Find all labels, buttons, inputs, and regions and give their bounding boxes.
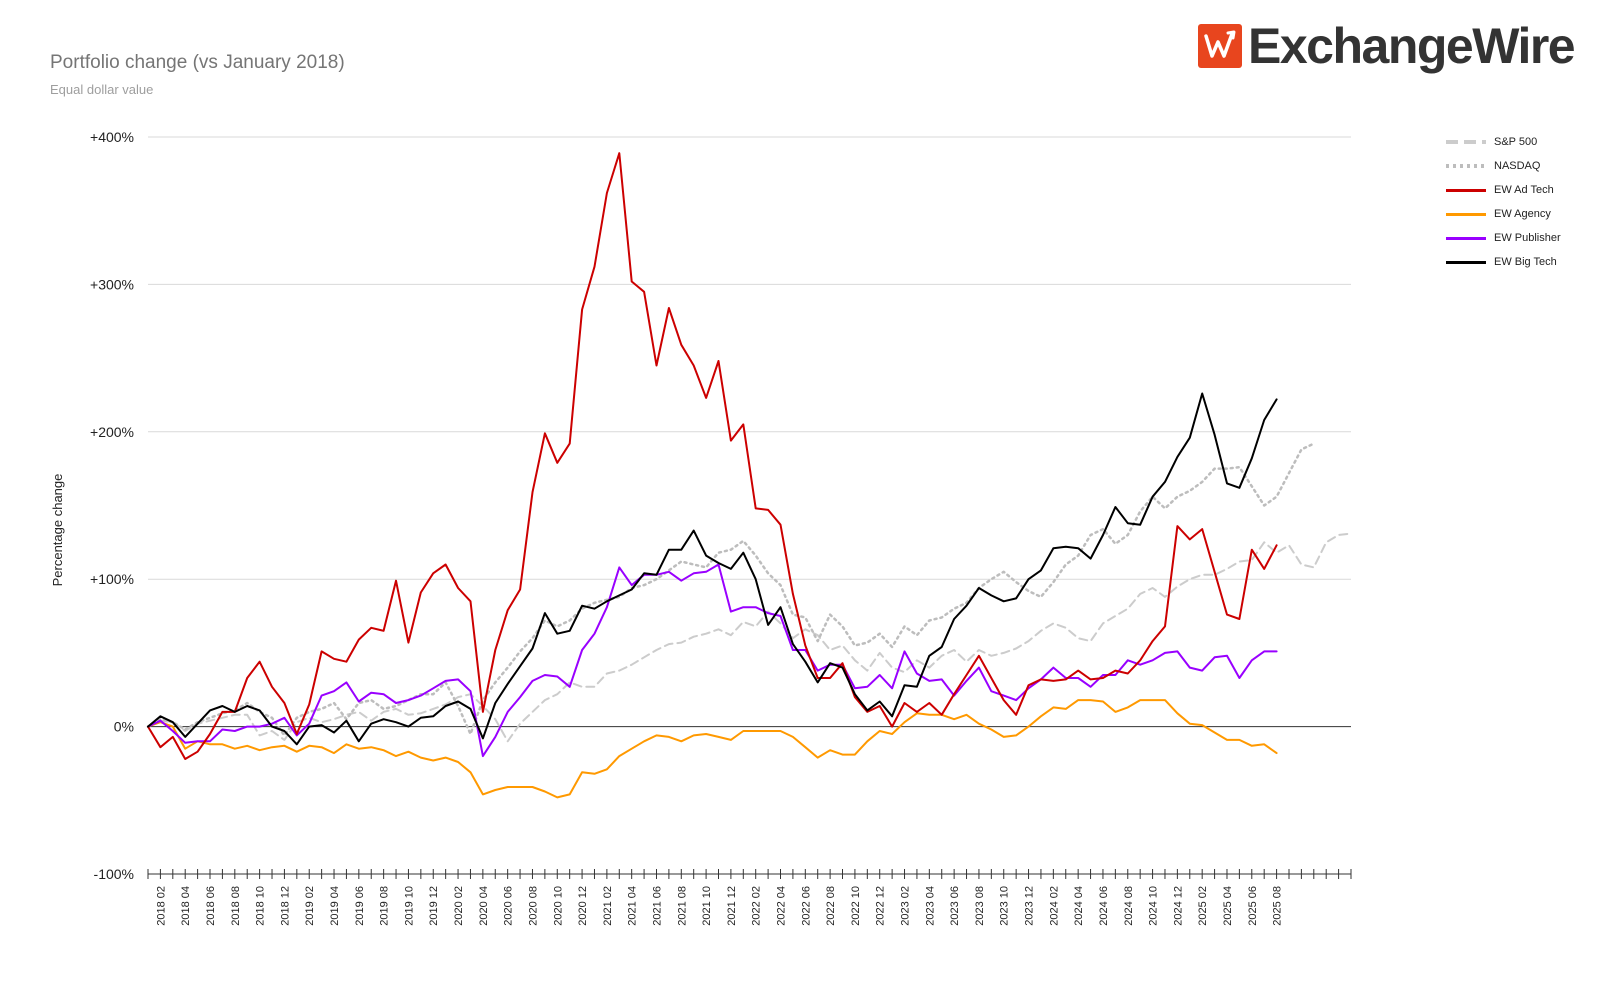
x-tick-label: 2022 06	[800, 886, 812, 926]
legend-swatch	[1446, 140, 1486, 144]
y-tick-label: +300%	[90, 276, 134, 292]
x-tick-label: 2019 06	[354, 886, 366, 926]
legend-item-nasdaq: NASDAQ	[1446, 154, 1561, 178]
x-tick-label: 2021 10	[701, 886, 713, 926]
series-line-ew-agency	[147, 699, 1278, 799]
y-tick-label: +100%	[90, 571, 134, 587]
x-tick-label: 2022 02	[751, 886, 763, 926]
x-tick-label: 2020 06	[503, 886, 515, 926]
x-tick-label: 2020 08	[527, 886, 539, 926]
x-tick-label: 2023 10	[999, 886, 1011, 926]
x-tick-label: 2025 04	[1222, 886, 1234, 926]
x-tick-label: 2018 12	[279, 886, 291, 926]
x-tick-label: 2023 04	[924, 886, 936, 926]
legend-swatch	[1446, 236, 1486, 240]
series-line-nasdaq	[146, 442, 1316, 737]
logo-w-icon	[1198, 24, 1242, 68]
y-tick-label: +200%	[90, 424, 134, 440]
legend-label: EW Ad Tech	[1494, 184, 1554, 196]
series-line-ew-ad-tech	[147, 152, 1278, 760]
x-tick-label: 2023 02	[900, 886, 912, 926]
y-axis-title: Percentage change	[50, 474, 65, 587]
chart-legend: S&P 500 NASDAQ EW Ad Tech EW Agency EW Publi…	[1446, 130, 1561, 274]
x-tick-label: 2018 08	[230, 886, 242, 926]
x-tick-label: 2022 08	[825, 886, 837, 926]
x-tick-label: 2019 10	[403, 886, 415, 926]
legend-label: EW Publisher	[1494, 232, 1561, 244]
x-tick-label: 2018 10	[255, 886, 267, 926]
legend-item-ew-publisher: EW Publisher	[1446, 226, 1561, 250]
x-tick-label: 2021 06	[651, 886, 663, 926]
legend-swatch	[1446, 212, 1486, 216]
series-line-s-p-500	[147, 532, 1352, 743]
x-tick-label: 2021 08	[676, 886, 688, 926]
x-tick-label: 2024 04	[1073, 886, 1085, 926]
legend-item-ew-ad-tech: EW Ad Tech	[1446, 178, 1561, 202]
exchangewire-logo: ExchangeWire	[1198, 18, 1576, 74]
x-tick-label: 2018 04	[180, 886, 192, 926]
x-tick-label: 2025 02	[1197, 886, 1209, 926]
x-tick-label: 2020 10	[552, 886, 564, 926]
x-tick-label: 2019 04	[329, 886, 341, 926]
x-tick-label: 2020 02	[453, 886, 465, 926]
series-line-ew-big-tech	[147, 392, 1278, 746]
y-tick-label: -100%	[94, 866, 134, 882]
legend-swatch	[1446, 260, 1486, 264]
x-tick-label: 2025 08	[1272, 886, 1284, 926]
x-tick-label: 2022 04	[776, 886, 788, 926]
x-tick-label: 2018 06	[205, 886, 217, 926]
x-tick-label: 2023 06	[949, 886, 961, 926]
x-tick-label: 2020 04	[478, 886, 490, 926]
x-tick-label: 2022 12	[875, 886, 887, 926]
x-tick-label: 2024 06	[1098, 886, 1110, 926]
x-tick-label: 2018 02	[155, 886, 167, 926]
legend-label: EW Big Tech	[1494, 256, 1557, 268]
x-tick-label: 2021 02	[602, 886, 614, 926]
chart-subtitle: Equal dollar value	[50, 82, 154, 97]
x-tick-label: 2020 12	[577, 886, 589, 926]
legend-swatch	[1446, 188, 1486, 192]
x-tick-label: 2019 12	[428, 886, 440, 926]
series-line-ew-publisher	[147, 563, 1278, 758]
legend-swatch	[1446, 164, 1486, 168]
x-tick-label: 2023 08	[974, 886, 986, 926]
legend-label: S&P 500	[1494, 136, 1538, 148]
x-tick-label: 2021 04	[627, 886, 639, 926]
x-tick-label: 2024 02	[1048, 886, 1060, 926]
legend-item-ew-big-tech: EW Big Tech	[1446, 250, 1561, 274]
x-tick-label: 2019 02	[304, 886, 316, 926]
legend-item-s-p-500: S&P 500	[1446, 130, 1561, 154]
x-tick-label: 2019 08	[379, 886, 391, 926]
x-tick-label: 2025 06	[1247, 886, 1259, 926]
y-tick-label: +400%	[90, 129, 134, 145]
x-tick-label: 2021 12	[726, 886, 738, 926]
chart-title: Portfolio change (vs January 2018)	[50, 52, 345, 73]
x-tick-label: 2023 12	[1024, 886, 1036, 926]
y-tick-label: 0%	[114, 719, 134, 735]
logo-wordmark: ExchangeWire	[1248, 18, 1576, 74]
legend-label: NASDAQ	[1494, 160, 1541, 172]
x-tick-label: 2024 12	[1172, 886, 1184, 926]
x-tick-label: 2024 10	[1148, 886, 1160, 926]
legend-label: EW Agency	[1494, 208, 1551, 220]
legend-item-ew-agency: EW Agency	[1446, 202, 1561, 226]
x-tick-label: 2022 10	[850, 886, 862, 926]
x-tick-label: 2024 08	[1123, 886, 1135, 926]
